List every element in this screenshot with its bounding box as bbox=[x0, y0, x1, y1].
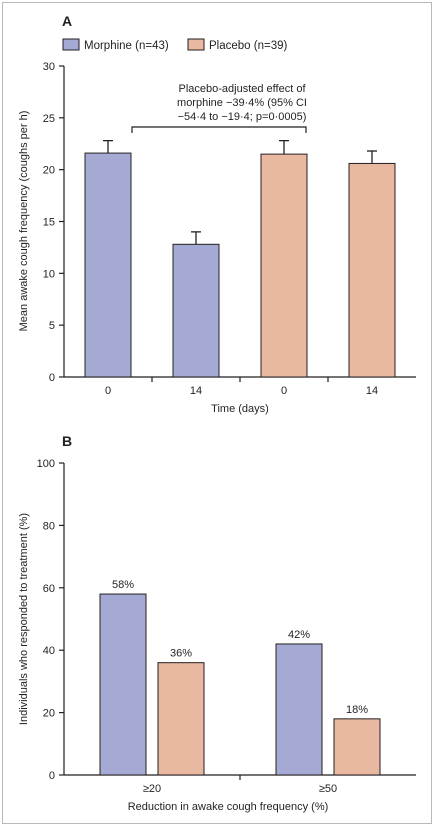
y-tick-label: 80 bbox=[43, 520, 55, 532]
bar bbox=[260, 153, 308, 378]
annotation-bracket bbox=[131, 126, 307, 133]
legend-label-morphine: Morphine (n=43) bbox=[84, 40, 169, 52]
y-tick-label: 20 bbox=[43, 165, 55, 177]
x-tick-label: ≥20 bbox=[143, 783, 161, 795]
data-label: 58% bbox=[112, 579, 134, 591]
plot-a: 0 5 10 15 20 25 30 0 14 0 14 bbox=[43, 61, 416, 397]
x-tick-label: ≥50 bbox=[319, 783, 337, 795]
x-tick-label: 14 bbox=[366, 385, 378, 397]
bar bbox=[348, 162, 396, 378]
data-label: 42% bbox=[288, 629, 310, 641]
bar bbox=[333, 718, 381, 776]
x-tick-label: 0 bbox=[281, 385, 287, 397]
y-tick-label: 0 bbox=[49, 770, 55, 782]
bar bbox=[84, 152, 132, 378]
x-tick-label: 0 bbox=[105, 385, 111, 397]
x-tick-label: 14 bbox=[190, 385, 202, 397]
bar bbox=[157, 662, 205, 776]
panel-b-letter: B bbox=[62, 433, 72, 449]
y-tick-label: 5 bbox=[49, 320, 55, 332]
annotation-text: Placebo-adjusted effect of morphine −39·… bbox=[177, 83, 307, 123]
data-label: 36% bbox=[170, 648, 192, 660]
bar bbox=[172, 243, 220, 378]
y-tick-label: 60 bbox=[43, 583, 55, 595]
legend-swatch-morphine bbox=[62, 38, 80, 51]
annotation-line-3: −54·4 to −19·4; p=0·0005) bbox=[178, 111, 307, 123]
panel-a-letter: A bbox=[62, 13, 72, 29]
y-tick-label: 0 bbox=[49, 372, 55, 384]
y-axis-label-a: Mean awake cough frequency (coughs per h… bbox=[18, 111, 30, 332]
y-tick-label: 25 bbox=[43, 113, 55, 125]
y-axis-label-b: Individuals who responded to treatment (… bbox=[18, 513, 30, 725]
plot-b: 0 20 40 60 80 100 58% 36% ≥20 42% 18% ≥50 bbox=[37, 458, 416, 795]
y-tick-label: 15 bbox=[43, 217, 55, 229]
data-label: 18% bbox=[346, 704, 368, 716]
bar bbox=[99, 593, 147, 776]
annotation-line-1: Placebo-adjusted effect of bbox=[179, 83, 307, 95]
y-tick-label: 20 bbox=[43, 708, 55, 720]
y-tick-label: 100 bbox=[37, 458, 55, 470]
x-axis-label-a: Time (days) bbox=[211, 403, 269, 415]
x-axis-label-b: Reduction in awake cough frequency (%) bbox=[128, 801, 329, 813]
y-tick-label: 10 bbox=[43, 268, 55, 280]
y-tick-label: 30 bbox=[43, 61, 55, 73]
annotation-line-2: morphine −39·4% (95% CI bbox=[177, 97, 307, 109]
legend-swatch-placebo bbox=[187, 38, 205, 51]
legend-label-placebo: Placebo (n=39) bbox=[209, 40, 287, 52]
legend: Morphine (n=43) Placebo (n=39) bbox=[62, 38, 287, 52]
y-tick-label: 40 bbox=[43, 645, 55, 657]
bar bbox=[275, 643, 323, 776]
